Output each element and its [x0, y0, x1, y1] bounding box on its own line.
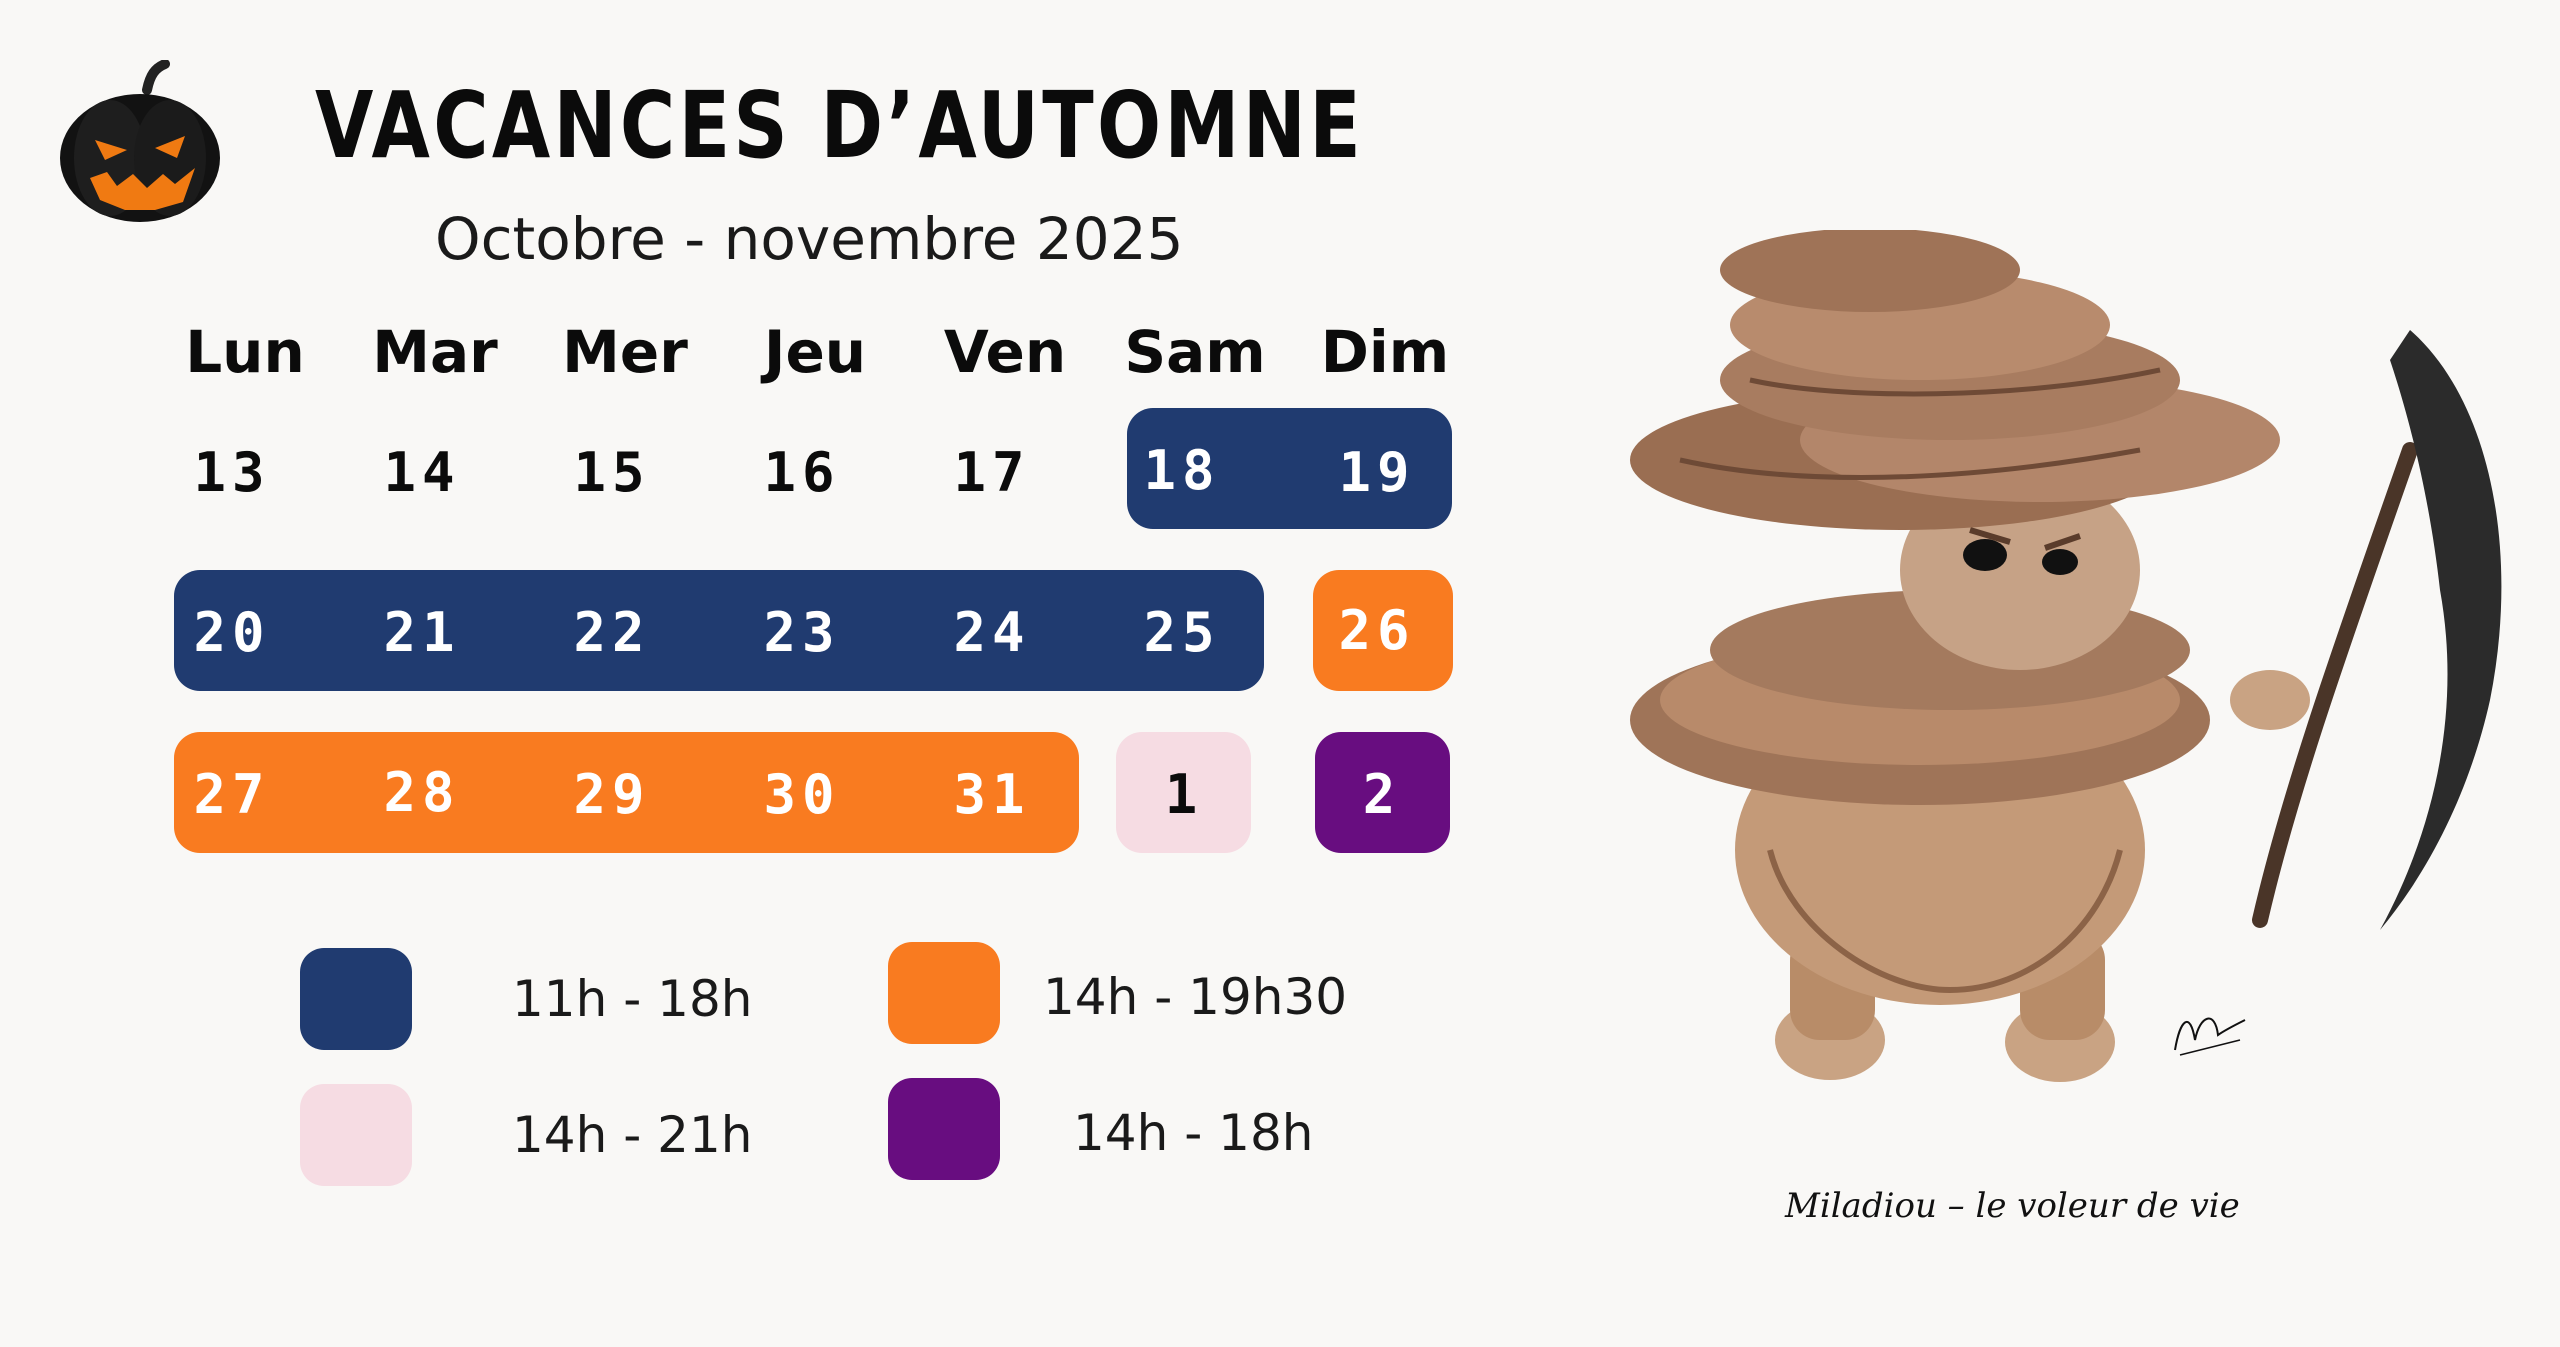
- day-29: 29: [573, 763, 651, 826]
- page-subtitle: Octobre - novembre 2025: [435, 205, 1184, 273]
- day-17: 17: [953, 441, 1031, 504]
- band-purple-week3: [1315, 732, 1450, 853]
- day-22: 22: [573, 601, 651, 664]
- legend-label-purple: 14h - 18h: [1073, 1104, 1314, 1162]
- band-orange-week3: [174, 732, 1079, 853]
- weekday-sat: Sam: [1124, 318, 1266, 386]
- legend-label-pink: 14h - 21h: [512, 1106, 753, 1164]
- legend-swatch-pink: [300, 1084, 412, 1186]
- legend-label-orange: 14h - 19h30: [1043, 968, 1348, 1026]
- weekday-thu: Jeu: [763, 318, 867, 386]
- day-19: 19: [1338, 441, 1416, 504]
- page-title: VACANCES D’AUTOMNE: [315, 72, 1365, 179]
- band-pink-week3: [1116, 732, 1251, 853]
- day-23: 23: [763, 601, 841, 664]
- day-20: 20: [193, 601, 271, 664]
- weekday-fri: Ven: [943, 318, 1067, 386]
- band-orange-week2: [1313, 570, 1453, 691]
- day-14: 14: [383, 441, 461, 504]
- band-navy-week1: [1127, 408, 1452, 529]
- day-2: 2: [1362, 763, 1402, 826]
- weekday-sun: Dim: [1320, 318, 1450, 386]
- legend-swatch-navy: [300, 948, 412, 1050]
- legend-label-navy: 11h - 18h: [512, 970, 753, 1028]
- artist-signature: [2174, 1017, 2246, 1056]
- day-1: 1: [1164, 763, 1204, 826]
- weekday-mon: Lun: [185, 318, 305, 386]
- day-16: 16: [763, 441, 841, 504]
- legend-swatch-purple: [888, 1078, 1000, 1180]
- illustration-caption: Miladiou – le voleur de vie: [1785, 1186, 2240, 1226]
- mushroom-creature-illustration: [1630, 230, 2502, 1082]
- weekday-wed: Mer: [562, 318, 688, 386]
- day-13: 13: [193, 441, 271, 504]
- day-31: 31: [953, 763, 1031, 826]
- band-navy-week2: [174, 570, 1264, 691]
- day-30: 30: [763, 763, 841, 826]
- day-27: 27: [193, 763, 271, 826]
- day-26: 26: [1338, 599, 1416, 662]
- day-15: 15: [573, 441, 651, 504]
- day-21: 21: [383, 601, 461, 664]
- day-28: 28: [383, 761, 461, 824]
- pumpkin-icon: [60, 60, 220, 222]
- legend-swatch-orange: [888, 942, 1000, 1044]
- day-25: 25: [1143, 601, 1221, 664]
- day-24: 24: [953, 601, 1031, 664]
- day-18: 18: [1143, 439, 1221, 502]
- weekday-tue: Mar: [372, 318, 498, 386]
